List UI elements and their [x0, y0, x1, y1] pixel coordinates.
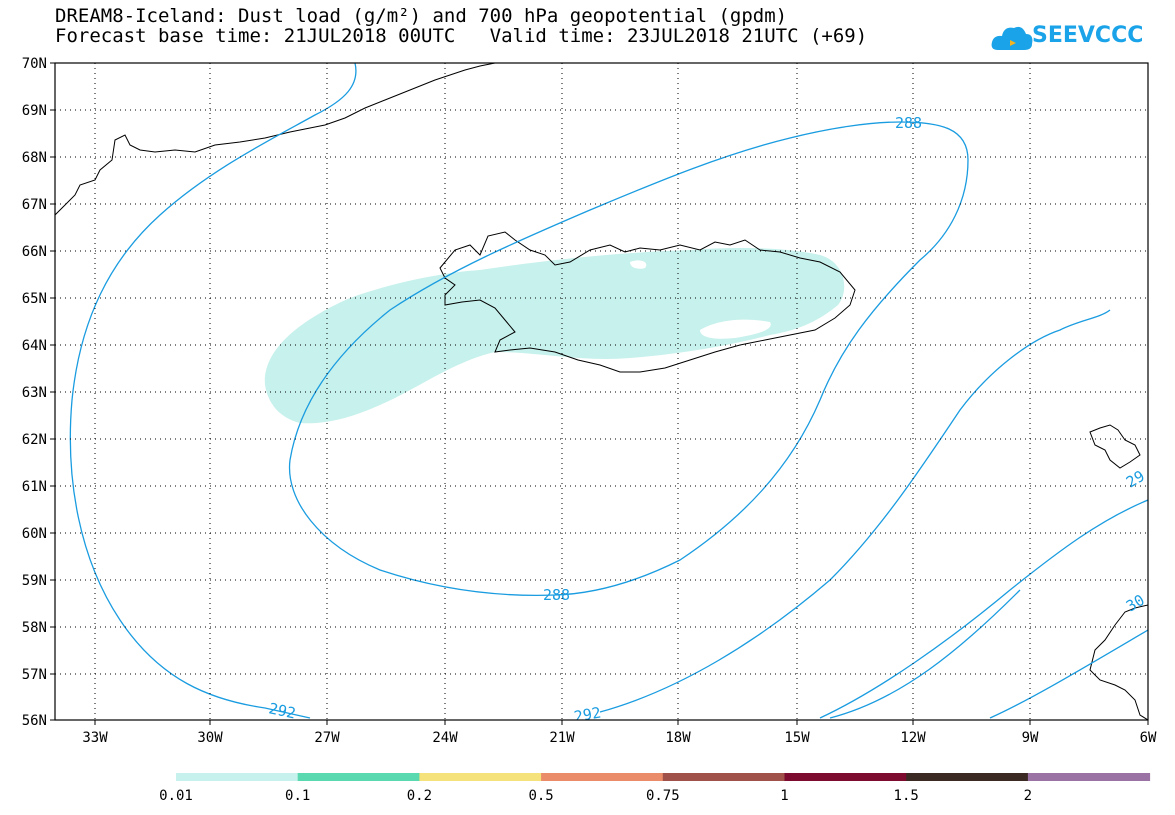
map-title-line2: Forecast base time: 21JUL2018 00UTC Vali… — [55, 25, 868, 47]
contour-label-288-south: 288 — [543, 586, 570, 604]
seevccc-cloud-logo-icon — [991, 26, 1033, 50]
lat-label: 62N — [22, 432, 47, 448]
lat-label: 69N — [22, 103, 47, 119]
lon-label: 12W — [900, 730, 926, 746]
lon-label: 30W — [197, 730, 223, 746]
lat-label: 64N — [22, 338, 47, 354]
colorbar-swatch — [906, 773, 1029, 781]
contour-label-292-west: 292 — [267, 699, 297, 722]
colorbar-label: 1 — [780, 788, 788, 804]
lon-label: 15W — [784, 730, 810, 746]
lat-label: 57N — [22, 667, 47, 683]
lat-label: 60N — [22, 526, 47, 542]
lon-label: 24W — [432, 730, 458, 746]
graticule — [55, 63, 1148, 720]
lat-label: 65N — [22, 291, 47, 307]
lat-label: 67N — [22, 197, 47, 213]
lat-label: 56N — [22, 713, 47, 729]
lat-label: 63N — [22, 385, 47, 401]
colorbar: 0.01 0.1 0.2 0.5 0.75 1 1.5 2 — [159, 773, 1151, 804]
lat-label: 68N — [22, 150, 47, 166]
colorbar-swatch — [662, 773, 785, 781]
contour-labels: 288 288 292 292 29 30 — [267, 114, 1148, 726]
axis-ticks — [50, 62, 1149, 725]
colorbar-swatch — [784, 773, 907, 781]
colorbar-swatch — [1027, 773, 1151, 781]
geopotential-contours — [69, 63, 1148, 719]
lon-label: 9W — [1022, 730, 1039, 746]
colorbar-swatch — [297, 773, 420, 781]
colorbar-label: 0.5 — [528, 788, 553, 804]
colorbar-swatch — [541, 773, 664, 781]
contour-label-288-north: 288 — [895, 114, 922, 132]
colorbar-swatch — [176, 773, 299, 781]
lon-label: 27W — [314, 730, 340, 746]
lon-label: 21W — [549, 730, 575, 746]
contour-label-29: 29 — [1123, 467, 1148, 492]
colorbar-label: 0.1 — [285, 788, 310, 804]
lat-label: 58N — [22, 620, 47, 636]
logo-text: SEEVCCC — [1032, 23, 1144, 48]
contour-label-292-east: 292 — [573, 704, 603, 726]
latitude-labels: 70N 69N 68N 67N 66N 65N 64N 63N 62N 61N … — [22, 56, 47, 729]
map-frame — [54, 62, 1149, 721]
lat-label: 70N — [22, 56, 47, 72]
colorbar-label: 1.5 — [894, 788, 919, 804]
dust-load-area — [264, 247, 845, 424]
colorbar-label: 0.01 — [159, 788, 193, 804]
colorbar-swatch — [419, 773, 542, 781]
colorbar-label: 0.75 — [646, 788, 680, 804]
lon-label: 6W — [1140, 730, 1157, 746]
longitude-labels: 33W 30W 27W 24W 21W 18W 15W 12W 9W 6W — [82, 730, 1157, 746]
coastlines — [55, 63, 1148, 720]
lat-label: 66N — [22, 244, 47, 260]
lat-label: 61N — [22, 479, 47, 495]
colorbar-label: 0.2 — [407, 788, 432, 804]
colorbar-label: 2 — [1024, 788, 1032, 804]
lat-label: 59N — [22, 573, 47, 589]
lon-label: 33W — [82, 730, 108, 746]
map-title-line1: DREAM8-Iceland: Dust load (g/m²) and 700… — [55, 5, 788, 27]
lon-label: 18W — [665, 730, 691, 746]
